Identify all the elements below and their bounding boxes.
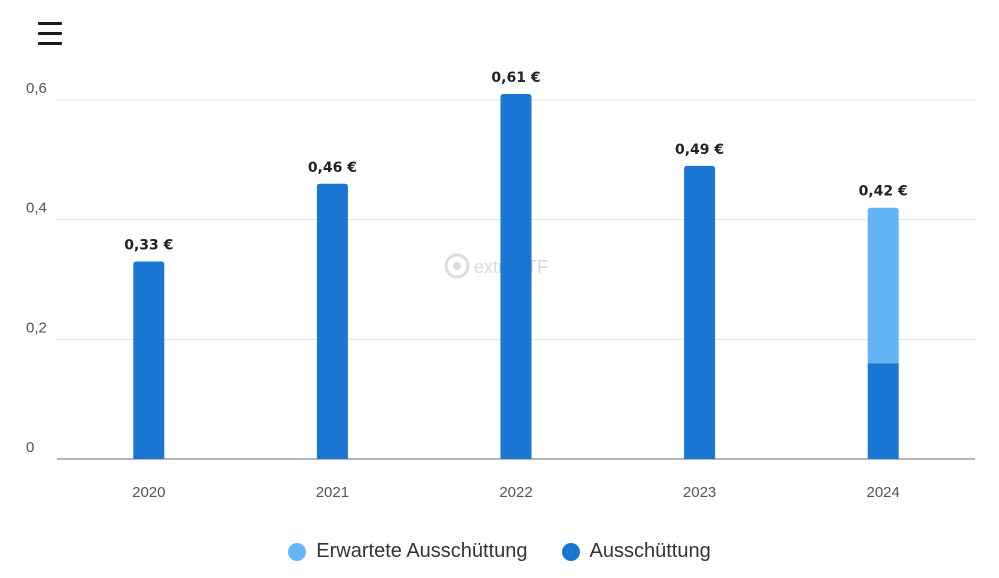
y-tick-label: 0,2 [26, 319, 47, 336]
bar-expected-2024 [867, 207, 899, 364]
y-tick-label: 0,4 [26, 200, 47, 217]
menu-icon[interactable] [38, 22, 64, 48]
data-label-2023: 0,49 € [675, 142, 724, 158]
bar-paid-2022 [500, 94, 532, 460]
bar-paid-2024 [867, 363, 899, 459]
legend-label: Erwartete Ausschüttung [316, 540, 528, 562]
legend-dot-icon [561, 542, 580, 561]
data-label-2022: 0,61 € [491, 70, 540, 86]
x-tick-label-2023: 2023 [683, 484, 716, 501]
legend-item-0[interactable]: Erwartete Ausschüttung [288, 540, 528, 563]
watermark-logo-dot [453, 262, 461, 270]
y-tick-label: 0 [26, 439, 34, 456]
bar-paid-2023 [684, 165, 716, 460]
legend-label: Ausschüttung [589, 540, 711, 562]
data-label-2024: 0,42 € [859, 184, 908, 200]
x-tick-label-2024: 2024 [867, 484, 900, 501]
legend-item-1[interactable]: Ausschüttung [561, 540, 711, 563]
bar-paid-2020 [133, 261, 165, 459]
y-tick-label: 0,6 [26, 80, 47, 97]
bar-paid-2021 [316, 183, 348, 459]
x-tick-label-2021: 2021 [316, 484, 349, 501]
chart-legend: Erwartete Ausschüttung Ausschüttung [0, 540, 999, 563]
data-label-2021: 0,46 € [308, 160, 357, 176]
data-label-2020: 0,33 € [124, 238, 173, 254]
watermark-logo-icon [444, 253, 470, 279]
x-tick-label-2020: 2020 [132, 484, 165, 501]
legend-dot-icon [288, 542, 307, 561]
x-tick-label-2022: 2022 [499, 484, 532, 501]
